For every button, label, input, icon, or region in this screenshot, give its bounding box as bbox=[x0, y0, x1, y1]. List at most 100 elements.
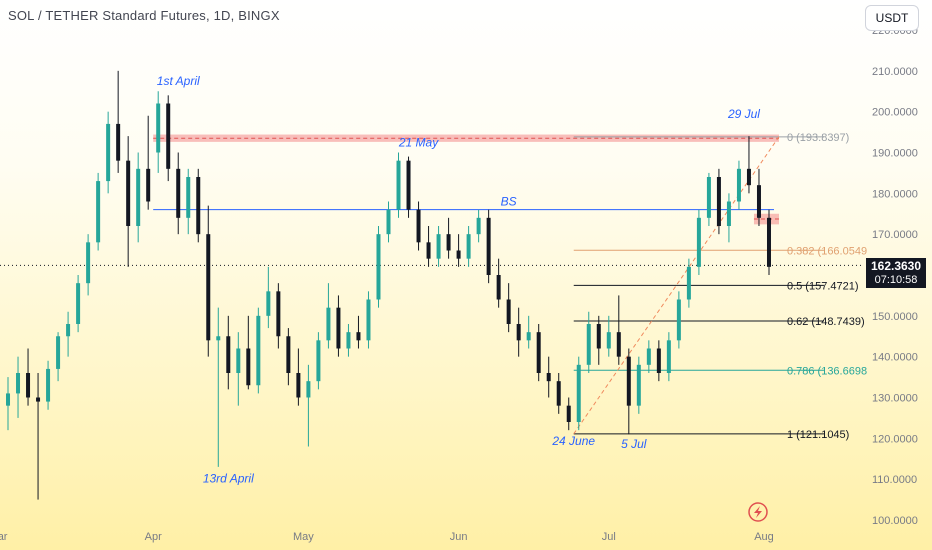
candle-body bbox=[446, 234, 451, 251]
candle-body bbox=[306, 381, 311, 398]
candle-body bbox=[66, 324, 71, 337]
candle-body bbox=[586, 324, 591, 365]
flash-icon bbox=[748, 502, 768, 522]
candle-body bbox=[86, 242, 91, 284]
y-tick-label: 150.0000 bbox=[872, 311, 918, 323]
candle-body bbox=[756, 185, 761, 218]
candle-body bbox=[266, 291, 271, 316]
fib-level-label: 0.5 (157.4721) bbox=[787, 280, 859, 292]
candle-body bbox=[466, 234, 471, 259]
candle-body bbox=[196, 177, 201, 235]
x-tick-label: Jun bbox=[450, 531, 468, 543]
y-tick-label: 130.0000 bbox=[872, 393, 918, 405]
candle-body bbox=[476, 217, 481, 235]
fib-level-label: 1 (121.1045) bbox=[787, 429, 849, 441]
candle-body bbox=[576, 364, 581, 422]
candle-body bbox=[296, 373, 301, 398]
x-tick-label: Mar bbox=[0, 531, 8, 543]
fib-level-label: 0.786 (136.6698 bbox=[787, 365, 867, 377]
candle-body bbox=[626, 356, 631, 406]
candle-body bbox=[486, 217, 491, 275]
annotation-label: 21 May bbox=[398, 135, 439, 149]
candle-body bbox=[366, 299, 371, 341]
candle-body bbox=[396, 160, 401, 210]
candle-body bbox=[6, 393, 11, 406]
y-tick-label: 120.0000 bbox=[872, 433, 918, 445]
candle-body bbox=[26, 373, 31, 398]
y-tick-label: 210.0000 bbox=[872, 66, 918, 78]
annotation-label: 29 Jul bbox=[727, 107, 760, 121]
candle-body bbox=[426, 242, 431, 259]
flash-bolt-icon bbox=[754, 506, 762, 518]
candle-body bbox=[516, 324, 521, 341]
candle-body bbox=[556, 381, 561, 406]
candle-body bbox=[416, 209, 421, 243]
candle-body bbox=[136, 168, 141, 226]
candle-body bbox=[276, 291, 281, 337]
candle-body bbox=[566, 405, 571, 422]
candle-body bbox=[356, 332, 361, 341]
candle-body bbox=[146, 168, 151, 202]
candle-body bbox=[346, 332, 351, 349]
x-tick-label: Jul bbox=[602, 531, 616, 543]
candle-body bbox=[56, 336, 61, 369]
zone-supply bbox=[753, 213, 779, 225]
candle-body bbox=[406, 160, 411, 210]
candle-body bbox=[596, 324, 601, 349]
zone-resistance bbox=[153, 134, 779, 142]
candle-countdown: 07:10:58 bbox=[874, 274, 918, 286]
candle-body bbox=[256, 315, 261, 386]
candle-body bbox=[226, 336, 231, 373]
candle-body bbox=[616, 332, 621, 357]
fib-level-label: 0.62 (148.7439) bbox=[787, 316, 865, 328]
candle-body bbox=[646, 348, 651, 365]
candle-body bbox=[166, 103, 171, 169]
candle-body bbox=[696, 217, 701, 267]
x-tick-label: Aug bbox=[754, 531, 774, 543]
candle-body bbox=[716, 177, 721, 226]
y-tick-label: 100.0000 bbox=[872, 515, 918, 527]
candle-body bbox=[606, 332, 611, 349]
candle-body bbox=[496, 275, 501, 300]
currency-button[interactable]: USDT bbox=[865, 5, 919, 31]
y-tick-label: 190.0000 bbox=[872, 148, 918, 160]
candle-body bbox=[186, 177, 191, 218]
candle-body bbox=[546, 373, 551, 382]
candle-body bbox=[666, 340, 671, 373]
candle-body bbox=[286, 336, 291, 373]
candle-body bbox=[156, 103, 161, 153]
candle-body bbox=[376, 234, 381, 300]
fib-level-label: 0.382 (166.0549 bbox=[787, 245, 867, 257]
annotation-label: BS bbox=[501, 195, 517, 209]
annotation-label: 5 Jul bbox=[621, 437, 647, 451]
candle-body bbox=[736, 168, 741, 202]
candle-body bbox=[386, 209, 391, 235]
candle-body bbox=[746, 168, 751, 186]
candle-body bbox=[336, 307, 341, 349]
y-tick-label: 180.0000 bbox=[872, 188, 918, 200]
candle-body bbox=[506, 299, 511, 324]
candle-body bbox=[76, 283, 81, 324]
candle-body bbox=[116, 123, 121, 161]
candle-body bbox=[526, 332, 531, 341]
candle-body bbox=[36, 397, 41, 402]
candle-body bbox=[456, 250, 461, 259]
annotation-label: 24 June bbox=[551, 434, 595, 448]
annotation-label: 1st April bbox=[157, 74, 200, 88]
candle-body bbox=[436, 234, 441, 259]
y-tick-label: 170.0000 bbox=[872, 229, 918, 241]
candle-body bbox=[326, 307, 331, 341]
candle-body bbox=[316, 340, 321, 382]
candle-body bbox=[216, 336, 221, 341]
candle-body bbox=[176, 168, 181, 218]
x-tick-label: May bbox=[293, 531, 314, 543]
annotation-label: 13rd April bbox=[203, 471, 254, 485]
y-tick-label: 200.0000 bbox=[872, 107, 918, 119]
candle-body bbox=[636, 364, 641, 406]
candle-body bbox=[206, 234, 211, 341]
chart-title: SOL / TETHER Standard Futures, 1D, BINGX bbox=[8, 8, 280, 23]
candle-body bbox=[676, 299, 681, 341]
y-tick-label: 140.0000 bbox=[872, 352, 918, 364]
candle-body bbox=[766, 217, 771, 267]
